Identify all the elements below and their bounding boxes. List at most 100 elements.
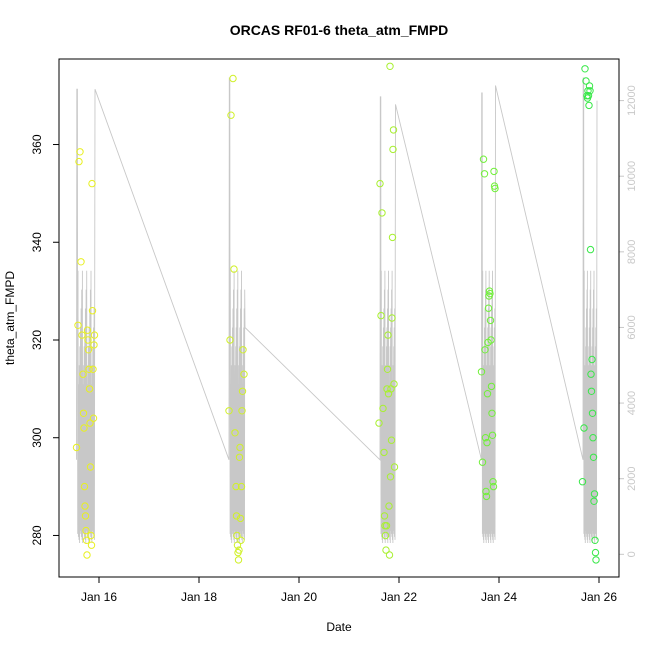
data-point-1-12 bbox=[235, 546, 243, 554]
y2-tick-label-5: 10000 bbox=[626, 161, 638, 192]
data-point-3-18 bbox=[488, 409, 496, 417]
data-point-0-17 bbox=[84, 346, 93, 354]
data-point-3-24 bbox=[491, 184, 499, 193]
data-point-2-2 bbox=[377, 311, 385, 320]
data-point-4-1 bbox=[580, 424, 588, 432]
data-point-0-21 bbox=[86, 463, 95, 471]
x-tick-label-3: Jan 22 bbox=[381, 590, 417, 604]
data-point-1-0 bbox=[225, 407, 233, 415]
data-point-2-15 bbox=[385, 502, 393, 510]
altitude-trace-line bbox=[76, 77, 598, 544]
data-point-4-18 bbox=[590, 497, 598, 505]
data-point-0-20 bbox=[86, 419, 94, 427]
data-point-1-5 bbox=[231, 429, 239, 437]
data-point-4-19 bbox=[590, 490, 599, 498]
data-point-0-0 bbox=[72, 443, 81, 452]
data-point-0-18 bbox=[85, 365, 93, 373]
data-point-3-7 bbox=[482, 492, 491, 501]
data-point-4-11 bbox=[586, 245, 595, 254]
data-point-2-25 bbox=[390, 380, 398, 388]
data-point-4-21 bbox=[591, 548, 600, 557]
data-point-2-23 bbox=[389, 145, 397, 154]
data-point-4-7 bbox=[584, 92, 593, 100]
data-point-2-10 bbox=[382, 522, 391, 530]
data-point-0-22 bbox=[87, 531, 95, 540]
data-point-2-11 bbox=[383, 385, 391, 393]
data-point-4-20 bbox=[591, 536, 599, 544]
data-point-1-16 bbox=[237, 536, 245, 544]
data-point-0-10 bbox=[81, 502, 89, 510]
data-point-2-22 bbox=[388, 233, 397, 242]
data-point-4-16 bbox=[589, 434, 597, 442]
data-point-2-6 bbox=[380, 512, 389, 520]
data-point-3-2 bbox=[479, 155, 488, 163]
data-point-3-22 bbox=[490, 167, 498, 176]
data-point-1-11 bbox=[234, 556, 243, 564]
data-point-0-23 bbox=[87, 541, 96, 549]
data-point-0-11 bbox=[81, 512, 90, 520]
data-point-2-9 bbox=[382, 546, 390, 554]
data-point-3-0 bbox=[477, 368, 486, 376]
data-point-2-21 bbox=[388, 314, 396, 322]
data-point-0-5 bbox=[78, 331, 86, 339]
y-tick-label-1: 300 bbox=[30, 427, 44, 447]
data-point-1-14 bbox=[236, 443, 244, 452]
data-point-1-1 bbox=[226, 336, 234, 344]
data-point-2-26 bbox=[390, 463, 399, 471]
data-point-1-7 bbox=[232, 512, 241, 520]
y2-tick-label-1: 2000 bbox=[626, 466, 638, 490]
data-point-3-5 bbox=[481, 434, 490, 442]
data-point-3-17 bbox=[487, 382, 496, 391]
data-point-3-16 bbox=[487, 336, 495, 344]
y-tick-label-2: 320 bbox=[30, 330, 44, 350]
data-point-2-3 bbox=[378, 209, 386, 217]
data-point-1-4 bbox=[230, 265, 238, 273]
y2-tick-label-2: 4000 bbox=[626, 391, 638, 415]
data-point-4-9 bbox=[585, 82, 594, 90]
data-point-3-6 bbox=[482, 487, 490, 496]
data-point-1-18 bbox=[238, 407, 246, 415]
data-point-3-8 bbox=[483, 438, 491, 447]
data-point-0-12 bbox=[82, 526, 90, 535]
data-point-3-19 bbox=[488, 431, 497, 439]
data-points-layer bbox=[72, 62, 600, 564]
x-tick-label-0: Jan 16 bbox=[81, 590, 117, 604]
data-point-1-3 bbox=[229, 74, 237, 83]
data-point-0-2 bbox=[75, 157, 83, 166]
data-point-4-15 bbox=[588, 409, 597, 417]
data-point-2-18 bbox=[386, 473, 395, 481]
data-point-0-7 bbox=[79, 409, 88, 417]
data-point-3-20 bbox=[489, 478, 497, 486]
data-point-0-25 bbox=[88, 307, 97, 315]
data-point-1-6 bbox=[232, 482, 240, 491]
y2-tick-label-3: 6000 bbox=[626, 315, 638, 339]
data-point-2-17 bbox=[386, 62, 394, 71]
data-point-1-20 bbox=[239, 346, 247, 354]
data-point-4-10 bbox=[586, 87, 594, 95]
y-tick-label-3: 340 bbox=[30, 232, 44, 252]
x-axis-label: Date bbox=[326, 620, 352, 634]
data-point-0-26 bbox=[89, 365, 97, 373]
data-point-0-27 bbox=[89, 414, 98, 422]
data-point-4-0 bbox=[578, 478, 587, 486]
data-point-3-11 bbox=[484, 304, 493, 312]
data-point-4-12 bbox=[587, 370, 595, 378]
y-tick-label-0: 280 bbox=[30, 525, 44, 545]
data-point-2-13 bbox=[384, 331, 392, 339]
x-tick-label-2: Jan 20 bbox=[281, 590, 317, 604]
data-point-2-16 bbox=[385, 551, 394, 559]
data-point-0-24 bbox=[88, 179, 96, 188]
data-point-0-6 bbox=[79, 370, 87, 378]
data-point-0-19 bbox=[85, 385, 94, 393]
y-axis-label: theta_atm_FMPD bbox=[3, 271, 17, 365]
data-point-3-15 bbox=[486, 316, 495, 325]
data-point-1-8 bbox=[233, 531, 241, 540]
data-point-4-13 bbox=[587, 387, 596, 395]
data-point-4-17 bbox=[589, 453, 598, 461]
data-point-0-14 bbox=[83, 551, 91, 559]
plot-frame bbox=[58, 58, 620, 578]
data-point-3-14 bbox=[486, 289, 494, 298]
data-point-4-6 bbox=[584, 87, 592, 95]
